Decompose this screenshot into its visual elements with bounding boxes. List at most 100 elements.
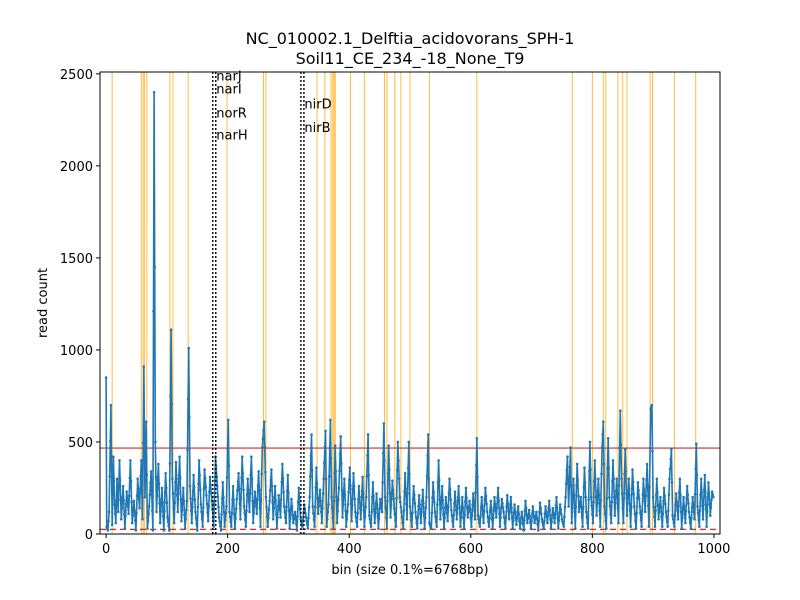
data-point	[605, 527, 608, 530]
data-point	[205, 494, 208, 497]
data-point	[643, 499, 646, 503]
data-point	[518, 519, 521, 523]
data-point	[614, 502, 617, 505]
data-point	[542, 527, 546, 530]
data-point	[528, 514, 532, 518]
data-point	[451, 525, 455, 528]
data-point	[540, 517, 544, 521]
data-point	[462, 527, 466, 530]
data-point	[609, 521, 613, 525]
data-point	[144, 420, 148, 424]
data-point	[639, 518, 643, 522]
data-point	[552, 516, 556, 520]
data-point	[298, 497, 301, 500]
data-point	[699, 477, 703, 481]
data-point	[398, 495, 401, 499]
data-point	[473, 509, 476, 512]
data-point	[525, 514, 529, 517]
data-point	[668, 477, 671, 481]
data-point	[707, 492, 711, 495]
data-point	[431, 481, 435, 484]
data-point	[154, 440, 157, 444]
data-point	[588, 440, 592, 444]
data-point	[607, 466, 611, 470]
data-point	[174, 481, 177, 484]
data-point	[315, 481, 319, 485]
data-point	[532, 516, 536, 519]
data-point	[259, 498, 263, 502]
data-point	[468, 499, 471, 503]
data-point	[281, 462, 284, 466]
data-point	[554, 504, 558, 508]
data-point	[708, 503, 711, 506]
data-point	[563, 505, 567, 509]
data-point	[461, 506, 465, 509]
data-point	[276, 516, 279, 519]
data-point	[146, 527, 149, 530]
data-point	[200, 510, 203, 514]
data-point	[627, 477, 631, 481]
data-point	[392, 497, 395, 501]
data-point	[611, 459, 615, 462]
data-point	[669, 457, 673, 461]
data-point	[411, 511, 414, 515]
data-point	[505, 505, 508, 508]
data-point	[178, 476, 182, 480]
data-point	[463, 513, 467, 517]
data-point	[555, 506, 559, 509]
data-point	[564, 495, 567, 499]
data-point	[183, 513, 186, 517]
data-point	[358, 495, 361, 499]
data-point	[305, 523, 309, 527]
y-tick-label: 1000	[60, 344, 93, 359]
data-point	[285, 489, 289, 493]
data-point	[603, 512, 607, 516]
data-point	[275, 527, 279, 530]
data-point	[412, 493, 416, 497]
data-point	[659, 495, 662, 499]
data-point	[527, 513, 530, 516]
data-point	[242, 505, 246, 508]
data-point	[372, 508, 376, 511]
data-point	[245, 509, 248, 512]
data-point	[499, 516, 502, 519]
data-point	[622, 497, 626, 500]
data-point	[459, 525, 462, 528]
data-point	[377, 527, 380, 530]
data-point	[123, 527, 127, 530]
data-point	[655, 477, 659, 481]
data-point	[532, 510, 535, 514]
data-point	[141, 441, 145, 445]
data-point	[364, 495, 368, 499]
data-point	[161, 514, 165, 518]
data-point	[124, 514, 127, 518]
data-point	[598, 509, 601, 512]
data-point	[135, 494, 139, 498]
data-point	[197, 482, 200, 485]
data-point	[561, 522, 565, 526]
data-point	[482, 521, 485, 525]
data-point	[630, 487, 634, 490]
data-point	[552, 511, 555, 515]
data-point	[395, 497, 398, 500]
data-point	[222, 510, 226, 514]
data-point	[631, 468, 634, 471]
data-point	[310, 433, 313, 436]
data-point	[458, 511, 462, 515]
data-point	[454, 508, 458, 512]
data-point	[477, 521, 481, 525]
data-point	[394, 519, 397, 522]
data-point	[573, 510, 577, 514]
data-point	[182, 500, 186, 503]
data-point	[553, 513, 557, 516]
data-point	[469, 516, 473, 520]
data-point	[277, 494, 281, 497]
data-point	[468, 508, 472, 511]
data-point	[640, 525, 643, 528]
data-point	[584, 510, 588, 514]
data-point	[508, 510, 511, 514]
data-point	[189, 509, 193, 512]
data-point	[572, 494, 576, 497]
data-point	[240, 476, 243, 479]
data-point	[356, 511, 360, 515]
